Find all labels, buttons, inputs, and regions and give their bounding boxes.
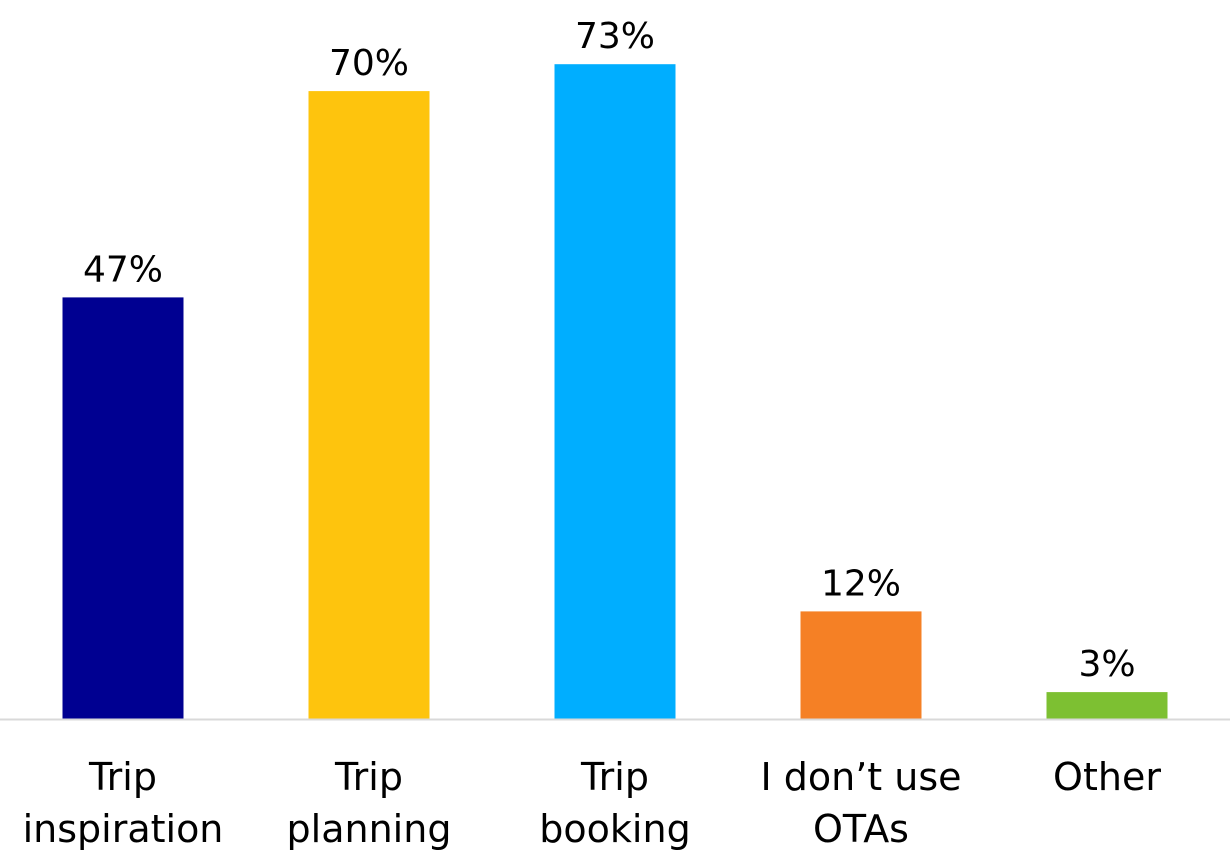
data-label-4: 3% bbox=[1078, 644, 1135, 685]
category-label-1-line-1: planning bbox=[287, 807, 452, 850]
category-label-2-line-1: booking bbox=[539, 807, 690, 850]
category-label-3-line-0: I don’t use bbox=[760, 755, 961, 799]
category-label-0-line-1: inspiration bbox=[23, 807, 224, 850]
value-labels-group: 47% 70% 73% 12% 3% bbox=[83, 16, 1136, 685]
bar-3 bbox=[800, 611, 922, 719]
category-label-1: Trip planning bbox=[287, 755, 452, 850]
category-label-4-line-0: Other bbox=[1053, 755, 1161, 799]
data-label-1: 70% bbox=[329, 43, 409, 84]
category-label-4: Other bbox=[1053, 755, 1161, 799]
category-label-3-line-1: OTAs bbox=[813, 807, 909, 850]
category-label-2: Trip booking bbox=[539, 755, 690, 850]
category-label-0-line-0: Trip bbox=[88, 755, 157, 799]
bars-group bbox=[62, 64, 1168, 720]
category-label-0: Trip inspiration bbox=[23, 755, 224, 850]
category-label-1-line-0: Trip bbox=[334, 755, 403, 799]
bar-2 bbox=[554, 64, 676, 719]
data-label-0: 47% bbox=[83, 249, 163, 290]
category-labels-group: Trip inspiration Trip planning Trip booking I … bbox=[23, 755, 1162, 851]
bar-1 bbox=[308, 91, 430, 720]
bar-0 bbox=[62, 297, 184, 719]
category-label-2-line-0: Trip bbox=[580, 755, 649, 799]
category-label-3: I don’t use OTAs bbox=[760, 755, 961, 850]
bar-4 bbox=[1046, 692, 1168, 719]
data-label-2: 73% bbox=[575, 16, 655, 57]
data-label-3: 12% bbox=[821, 563, 901, 604]
